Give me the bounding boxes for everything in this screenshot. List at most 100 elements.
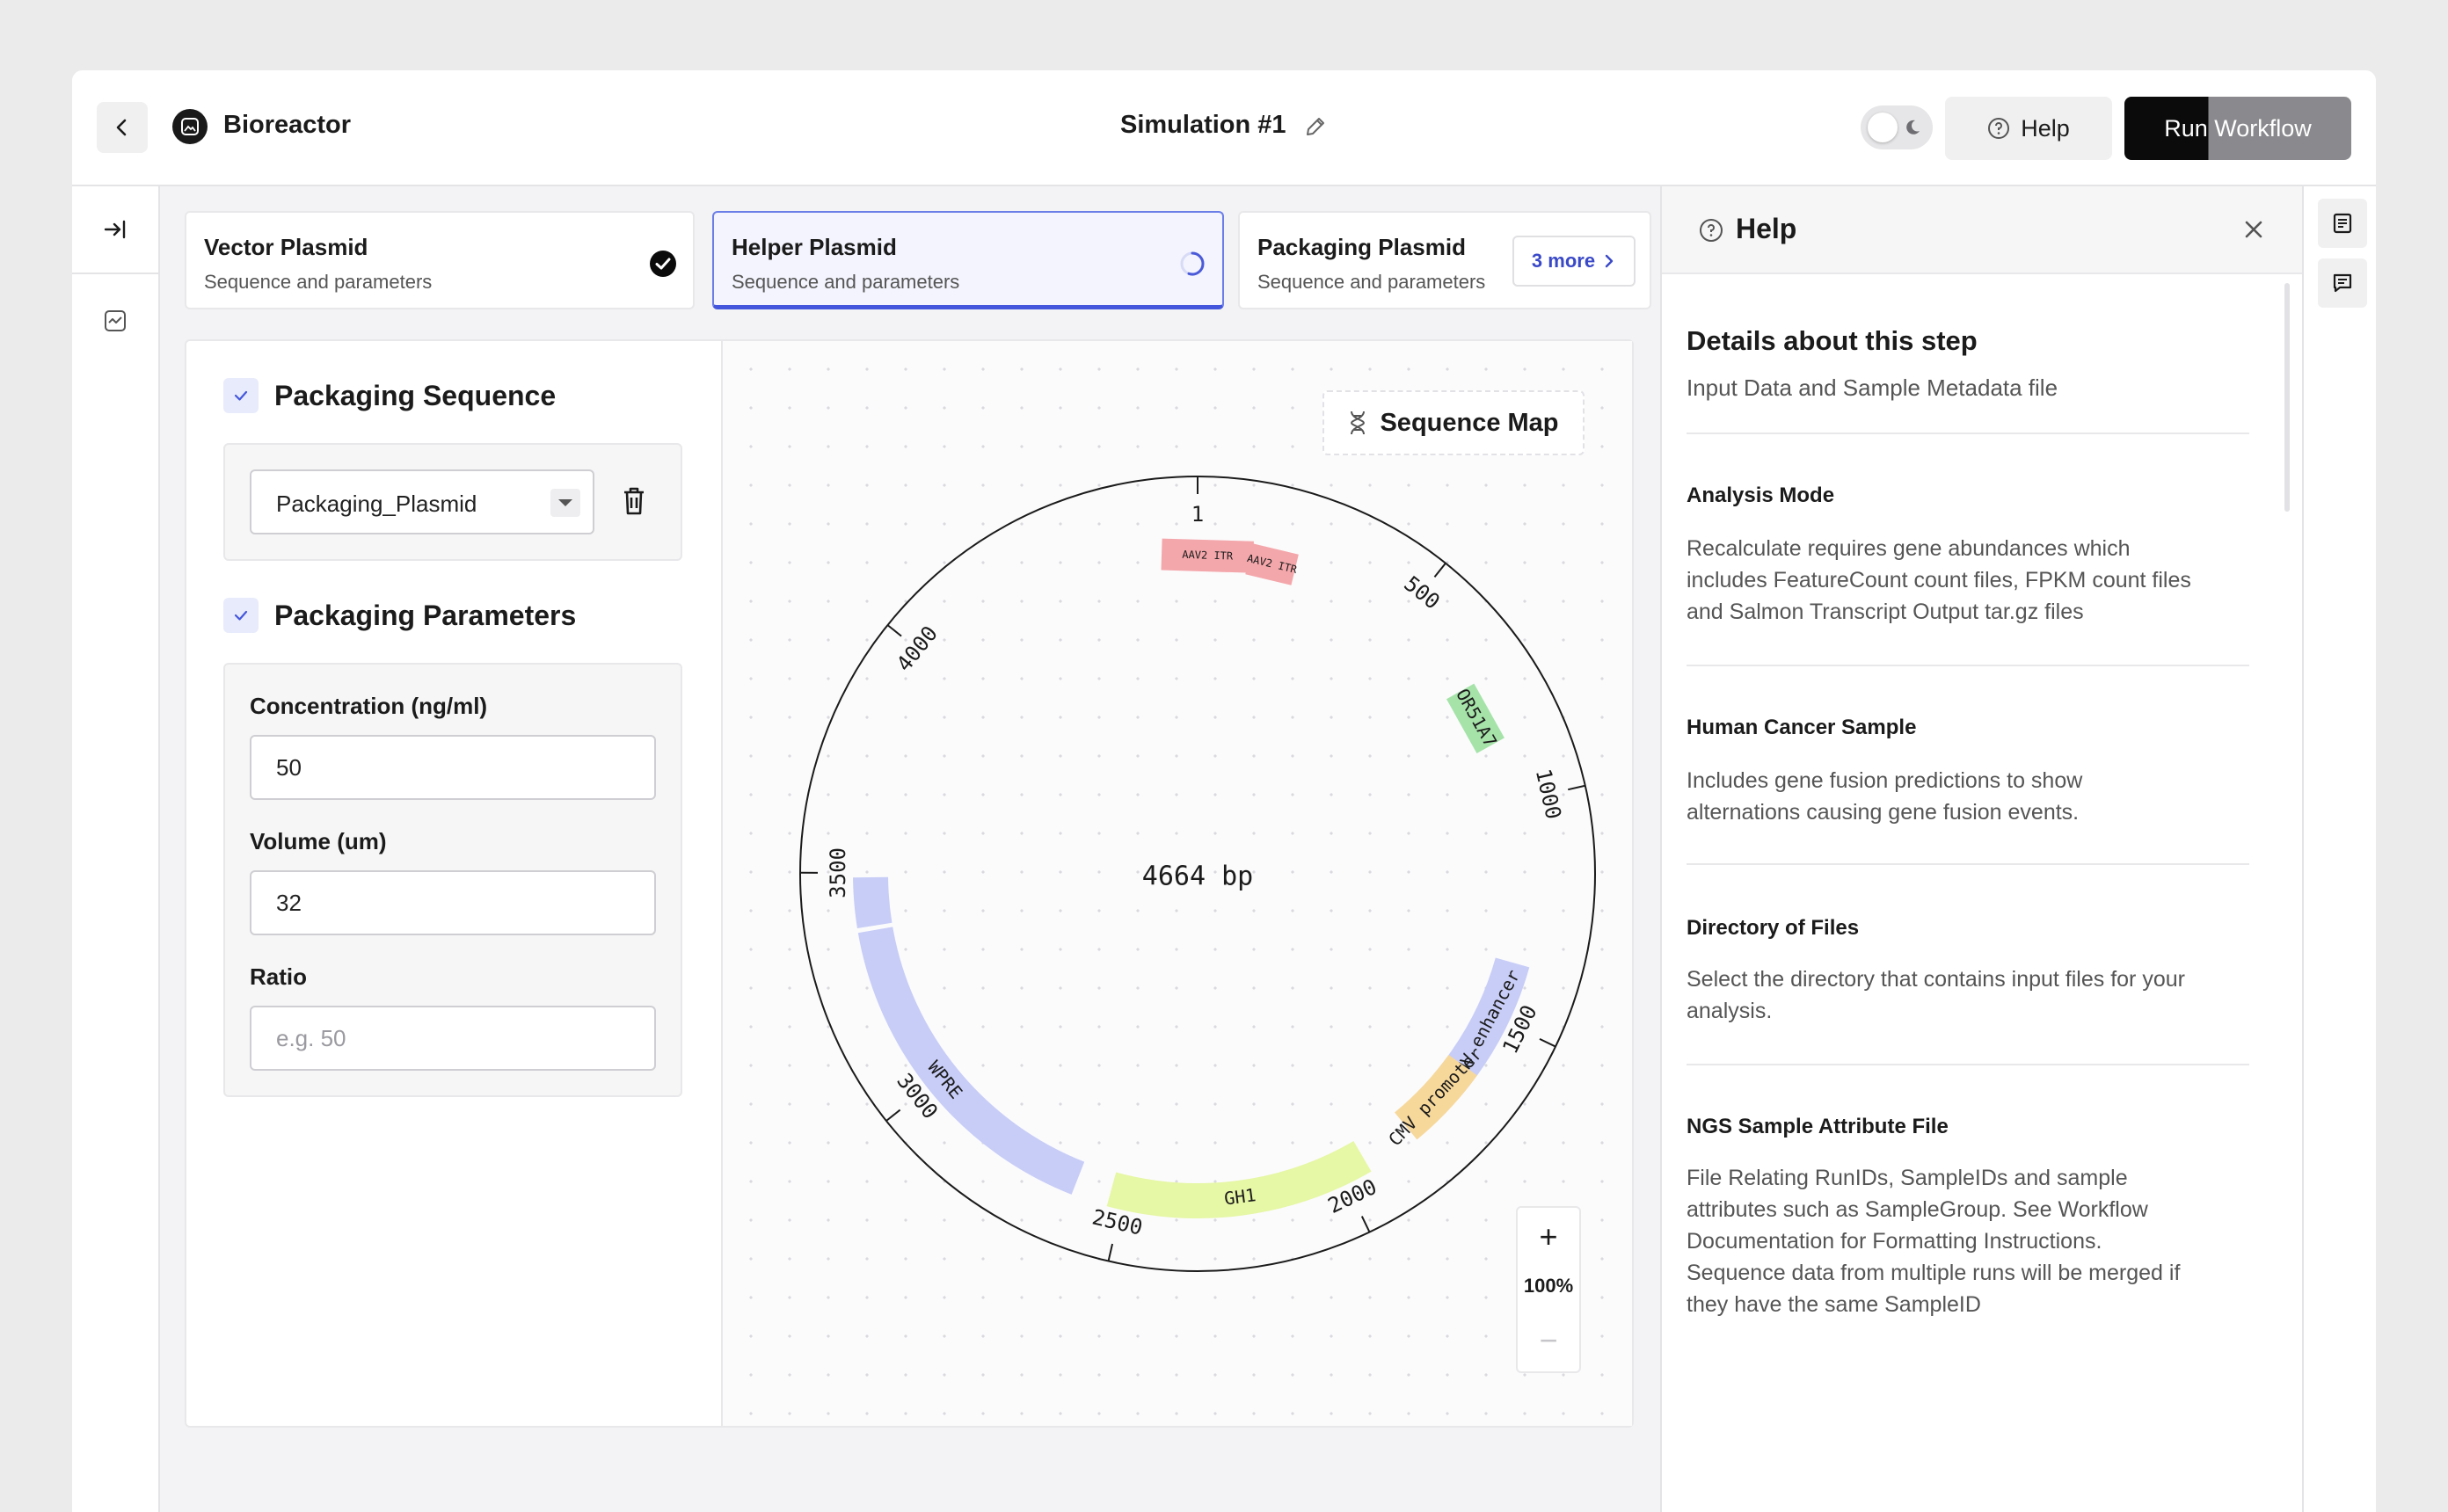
tick-mark xyxy=(1568,786,1585,789)
zoom-controls: + 100% − xyxy=(1516,1206,1581,1373)
human-cancer-sample-label: Human Cancer Sample xyxy=(1687,716,1916,740)
divider xyxy=(1687,665,2249,666)
text-line: attributes such as SampleGroup. See Work… xyxy=(1687,1194,2249,1225)
app-window: Bioreactor Simulation #1 Help Run Workfl… xyxy=(72,70,2376,1512)
comments-button[interactable] xyxy=(2318,258,2367,308)
zoom-level: 100% xyxy=(1518,1275,1579,1298)
parameters-form: Packaging Sequence Packaging_Plasmid Pac… xyxy=(186,341,723,1426)
divider xyxy=(1687,433,2249,434)
toggle-knob xyxy=(1868,113,1898,142)
tick-label: 3500 xyxy=(826,847,850,898)
concentration-label: Concentration (ng/ml) xyxy=(250,693,487,720)
pencil-icon[interactable] xyxy=(1301,113,1330,141)
chevron-left-icon xyxy=(112,117,133,138)
loading-spinner-icon xyxy=(1178,250,1206,278)
check-icon xyxy=(231,386,251,405)
tick-label: 4000 xyxy=(892,622,943,677)
expand-sidebar-button[interactable] xyxy=(72,186,158,273)
ratio-input[interactable] xyxy=(250,1006,656,1071)
parameters-panel: Concentration (ng/ml) Volume (um) Ratio xyxy=(223,663,682,1097)
help-button-label: Help xyxy=(2021,115,2070,142)
zoom-out-button[interactable]: − xyxy=(1518,1319,1579,1363)
parameters-checkbox[interactable] xyxy=(223,598,259,633)
feature-label: CMV promoter xyxy=(1384,1043,1486,1150)
main-content: Vector Plasmid Sequence and parameters H… xyxy=(160,186,1660,1512)
divider xyxy=(1687,863,2249,865)
trash-icon[interactable] xyxy=(619,483,649,519)
text-line: they have the same SampleID xyxy=(1687,1289,2249,1320)
more-tabs-button[interactable]: 3 more xyxy=(1512,236,1636,287)
image-icon xyxy=(180,117,200,136)
tick-label: 500 xyxy=(1399,571,1444,614)
tab-vector-plasmid[interactable]: Vector Plasmid Sequence and parameters xyxy=(185,211,695,309)
ratio-label: Ratio xyxy=(250,963,307,991)
arrow-to-right-icon xyxy=(102,216,128,243)
directory-of-files-label: Directory of Files xyxy=(1687,916,1859,941)
concentration-input[interactable] xyxy=(250,735,656,800)
volume-input[interactable] xyxy=(250,870,656,935)
text-line: Sequence data from multiple runs will be… xyxy=(1687,1257,2249,1289)
step-details-title: Details about this step xyxy=(1687,325,1978,357)
text-line: Includes gene fusion predictions to show xyxy=(1687,765,2249,796)
packaging-sequence-title: Packaging Sequence xyxy=(274,380,556,412)
tick-label: 1000 xyxy=(1531,767,1566,822)
more-tabs-label: 3 more xyxy=(1532,250,1595,273)
divider xyxy=(1687,1064,2249,1065)
zoom-in-button[interactable]: + xyxy=(1518,1215,1579,1259)
tick-mark xyxy=(1434,563,1445,578)
sequence-checkbox[interactable] xyxy=(223,378,259,413)
comment-icon xyxy=(2331,272,2354,294)
simulation-title: Simulation #1 xyxy=(1120,111,1286,140)
sequence-select-value: Packaging_Plasmid xyxy=(276,491,477,518)
plasmid-size-label: 4664 bp xyxy=(1142,861,1253,892)
tab-subtitle: Sequence and parameters xyxy=(1257,271,1485,294)
moon-icon xyxy=(1903,118,1922,137)
help-circle-icon xyxy=(1699,218,1723,243)
text-line: Recalculate requires gene abundances whi… xyxy=(1687,533,2249,564)
human-cancer-sample-text: Includes gene fusion predictions to show… xyxy=(1687,765,2249,828)
tab-title: Helper Plasmid xyxy=(732,234,897,261)
text-line: includes FeatureCount count files, FPKM … xyxy=(1687,564,2249,596)
check-icon xyxy=(231,606,251,625)
back-button[interactable] xyxy=(97,102,148,153)
tab-subtitle: Sequence and parameters xyxy=(732,271,959,294)
close-icon[interactable] xyxy=(2239,214,2269,244)
text-line: and Salmon Transcript Output tar.gz file… xyxy=(1687,596,2249,628)
directory-of-files-text: Select the directory that contains input… xyxy=(1687,963,2249,1027)
step-details-subtitle: Input Data and Sample Metadata file xyxy=(1687,374,2058,402)
tick-mark xyxy=(886,1110,900,1121)
analysis-mode-text: Recalculate requires gene abundances whi… xyxy=(1687,533,2249,628)
right-rail xyxy=(2302,186,2376,1512)
activity-nav-button[interactable] xyxy=(72,278,158,364)
tick-mark xyxy=(1540,1039,1556,1047)
feature-label: AAV2 ITR xyxy=(1182,549,1234,563)
text-line: Select the directory that contains input… xyxy=(1687,963,2249,995)
theme-toggle[interactable] xyxy=(1861,105,1933,149)
ngs-sample-attribute-text: File Relating RunIDs, SampleIDs and samp… xyxy=(1687,1162,2249,1320)
help-scrollbar[interactable] xyxy=(2284,283,2290,512)
tab-helper-plasmid[interactable]: Helper Plasmid Sequence and parameters xyxy=(712,211,1224,309)
feature-arc xyxy=(876,930,1078,1178)
analysis-mode-label: Analysis Mode xyxy=(1687,483,1834,508)
chart-activity-icon xyxy=(103,309,128,333)
ngs-sample-attribute-label: NGS Sample Attribute File xyxy=(1687,1115,1949,1139)
caret-down-icon xyxy=(550,489,580,517)
feature-label: GH1 xyxy=(1223,1184,1257,1210)
tick-mark xyxy=(887,625,901,636)
help-panel-header: Help xyxy=(1662,186,2304,274)
volume-label: Volume (um) xyxy=(250,828,387,855)
document-icon xyxy=(2331,212,2354,235)
help-panel: Help Details about this step Input Data … xyxy=(1660,186,2304,1512)
tick-mark xyxy=(1362,1217,1370,1232)
sequence-select[interactable]: Packaging_Plasmid xyxy=(250,469,594,534)
help-button[interactable]: Help xyxy=(1945,97,2112,160)
help-circle-icon xyxy=(1987,117,2010,140)
run-workflow-button[interactable]: Run Workflow xyxy=(2124,97,2351,160)
chevron-right-icon xyxy=(1602,254,1616,268)
notes-button[interactable] xyxy=(2318,199,2367,248)
text-line: alternations causing gene fusion events. xyxy=(1687,796,2249,828)
check-circle-icon xyxy=(649,250,677,278)
packaging-parameters-title: Packaging Parameters xyxy=(274,600,576,632)
